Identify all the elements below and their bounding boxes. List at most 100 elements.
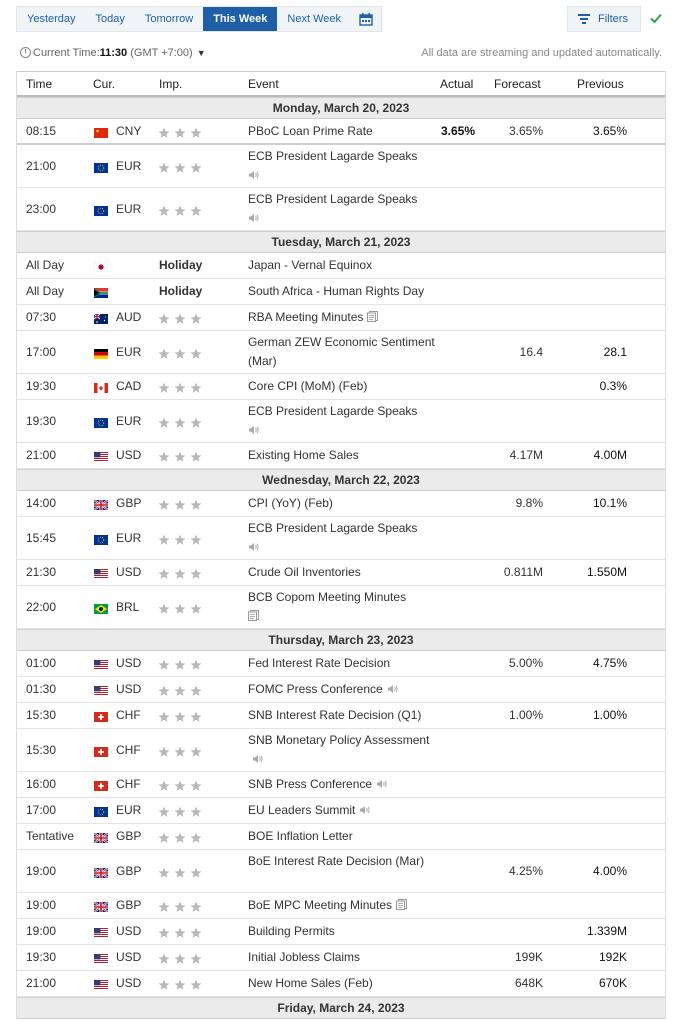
check-icon[interactable]: [648, 10, 664, 26]
event-link[interactable]: FOMC Press Conference: [248, 680, 438, 699]
table-row[interactable]: 08:15 CNY PBoC Loan Prime Rate 3.65% 3.65% 3.…: [17, 119, 665, 145]
event-link[interactable]: CPI (YoY) (Feb): [248, 494, 438, 513]
event-link[interactable]: ECB President Lagarde Speaks: [248, 190, 438, 228]
importance-stars: [158, 603, 202, 615]
event-link[interactable]: South Africa - Human Rights Day: [248, 282, 438, 301]
speaker-icon[interactable]: [248, 542, 260, 552]
table-row[interactable]: 15:45 EUR ECB President Lagarde Speaks: [17, 517, 665, 560]
star-icon: [190, 382, 202, 394]
calendar-icon[interactable]: [351, 7, 381, 31]
table-row[interactable]: 15:30 CHF SNB Monetary Policy Assessment: [17, 729, 665, 772]
event-link[interactable]: Initial Jobless Claims: [248, 948, 438, 967]
currency-code: EUR: [116, 345, 142, 359]
star-icon: [190, 313, 202, 325]
table-row[interactable]: 21:00 USD New Home Sales (Feb) 648K 670K: [17, 971, 665, 997]
document-icon[interactable]: [396, 899, 408, 910]
tab-yesterday[interactable]: Yesterday: [27, 13, 76, 25]
speaker-icon[interactable]: [387, 684, 399, 694]
event-time: 15:30: [26, 743, 57, 757]
table-row[interactable]: 19:30 CAD Core CPI (MoM) (Feb) 0.3%: [17, 374, 665, 400]
event-link[interactable]: New Home Sales (Feb): [248, 974, 438, 993]
table-row[interactable]: 19:30 USD Initial Jobless Claims 199K 192K: [17, 945, 665, 971]
event-link[interactable]: SNB Monetary Policy Assessment: [248, 731, 438, 769]
speaker-icon[interactable]: [248, 170, 260, 180]
event-name: Core CPI (MoM) (Feb): [248, 379, 368, 393]
filters-button[interactable]: Filters: [567, 6, 641, 32]
event-link[interactable]: Japan - Vernal Equinox: [248, 256, 438, 275]
event-link[interactable]: BoE Interest Rate Decision (Mar): [248, 852, 438, 871]
tab-tomorrow[interactable]: Tomorrow: [144, 13, 194, 25]
event-link[interactable]: ECB President Lagarde Speaks: [248, 519, 438, 557]
event-time: All Day: [26, 284, 65, 298]
table-row[interactable]: 07:30 AUD RBA Meeting Minutes: [17, 305, 665, 331]
event-link[interactable]: ECB President Lagarde Speaks: [248, 402, 438, 440]
table-row[interactable]: 21:00 USD Existing Home Sales 4.17M 4.00M: [17, 443, 665, 469]
timezone-selector[interactable]: (GMT +7:00) ▼: [130, 47, 205, 59]
document-icon[interactable]: [367, 311, 379, 322]
event-link[interactable]: PBoC Loan Prime Rate: [248, 122, 438, 141]
speaker-icon[interactable]: [248, 213, 260, 223]
event-name: CPI (YoY) (Feb): [248, 496, 333, 510]
flag-australia-icon: [93, 313, 108, 324]
speaker-icon[interactable]: [248, 425, 260, 435]
table-row[interactable]: 21:00 EUR ECB President Lagarde Speaks: [17, 145, 665, 188]
tab-today[interactable]: Today: [95, 13, 125, 25]
table-row[interactable]: 15:30 CHF SNB Interest Rate Decision (Q1) 1…: [17, 703, 665, 729]
event-link[interactable]: BoE MPC Meeting Minutes: [248, 896, 438, 915]
speaker-icon[interactable]: [252, 754, 264, 764]
tab-next-week[interactable]: Next Week: [287, 13, 341, 25]
star-icon: [190, 901, 202, 913]
star-icon: [174, 127, 186, 139]
day-header: Thursday, March 23, 2023: [17, 629, 665, 651]
event-link[interactable]: Existing Home Sales: [248, 446, 438, 465]
star-icon: [158, 659, 170, 671]
previous-value: 4.00M: [593, 448, 627, 462]
table-row[interactable]: 19:00 GBP BoE MPC Meeting Minutes: [17, 893, 665, 919]
event-name: German ZEW Economic Sentiment (Mar): [248, 335, 435, 368]
table-row[interactable]: 19:00 GBP BoE Interest Rate Decision (Mar)…: [17, 850, 665, 893]
table-row[interactable]: 01:30 USD FOMC Press Conference: [17, 677, 665, 703]
event-link[interactable]: Core CPI (MoM) (Feb): [248, 377, 438, 396]
table-row[interactable]: 23:00 EUR ECB President Lagarde Speaks: [17, 188, 665, 231]
speaker-icon[interactable]: [359, 805, 371, 815]
star-icon: [174, 927, 186, 939]
speaker-icon[interactable]: [376, 779, 388, 789]
flag-switzerland-icon: [94, 746, 108, 757]
event-name: PBoC Loan Prime Rate: [248, 124, 373, 138]
star-icon: [158, 979, 170, 991]
event-link[interactable]: RBA Meeting Minutes: [248, 308, 438, 327]
event-time: 15:30: [26, 708, 57, 722]
table-row[interactable]: 17:00 EUR EU Leaders Summit: [17, 798, 665, 824]
event-link[interactable]: Fed Interest Rate Decision: [248, 654, 438, 673]
star-icon: [190, 205, 202, 217]
table-row[interactable]: 19:30 EUR ECB President Lagarde Speaks: [17, 400, 665, 443]
flag-uk-icon: [93, 832, 109, 844]
table-row[interactable]: 14:00 GBP CPI (YoY) (Feb) 9.8% 10.1%: [17, 491, 665, 517]
table-row[interactable]: 16:00 CHF SNB Press Conference: [17, 772, 665, 798]
forecast-value: 9.8%: [515, 496, 543, 510]
table-row[interactable]: 17:00 EUR German ZEW Economic Sentiment (M…: [17, 331, 665, 374]
document-icon[interactable]: [248, 610, 259, 621]
table-row[interactable]: 01:00 USD Fed Interest Rate Decision 5.00% 4…: [17, 651, 665, 677]
table-row[interactable]: 21:30 USD Crude Oil Inventories 0.811M 1.550…: [17, 560, 665, 586]
table-row[interactable]: 22:00 BRL BCB Copom Meeting Minutes: [17, 586, 665, 629]
tab-this-week[interactable]: This Week: [203, 7, 278, 31]
table-row[interactable]: All Day Holiday Japan - Vernal Equinox: [17, 253, 665, 279]
table-row[interactable]: Tentative GBP BOE Inflation Letter: [17, 824, 665, 850]
importance-stars: [158, 711, 202, 723]
table-row[interactable]: 19:00 USD Building Permits 1.339M: [17, 919, 665, 945]
event-link[interactable]: SNB Interest Rate Decision (Q1): [248, 706, 438, 725]
event-link[interactable]: EU Leaders Summit: [248, 801, 438, 820]
currency-code: CHF: [116, 743, 141, 757]
table-row[interactable]: All Day Holiday South Africa - Human Right…: [17, 279, 665, 305]
event-link[interactable]: BCB Copom Meeting Minutes: [248, 588, 438, 626]
event-link[interactable]: BOE Inflation Letter: [248, 827, 438, 846]
event-link[interactable]: Building Permits: [248, 922, 438, 941]
event-link[interactable]: German ZEW Economic Sentiment (Mar): [248, 333, 438, 371]
event-name: BoE MPC Meeting Minutes: [248, 898, 393, 912]
event-link[interactable]: SNB Press Conference: [248, 775, 438, 794]
currency-code: USD: [116, 448, 142, 462]
event-link[interactable]: ECB President Lagarde Speaks: [248, 147, 438, 185]
event-link[interactable]: Crude Oil Inventories: [248, 563, 438, 582]
star-icon: [190, 711, 202, 723]
